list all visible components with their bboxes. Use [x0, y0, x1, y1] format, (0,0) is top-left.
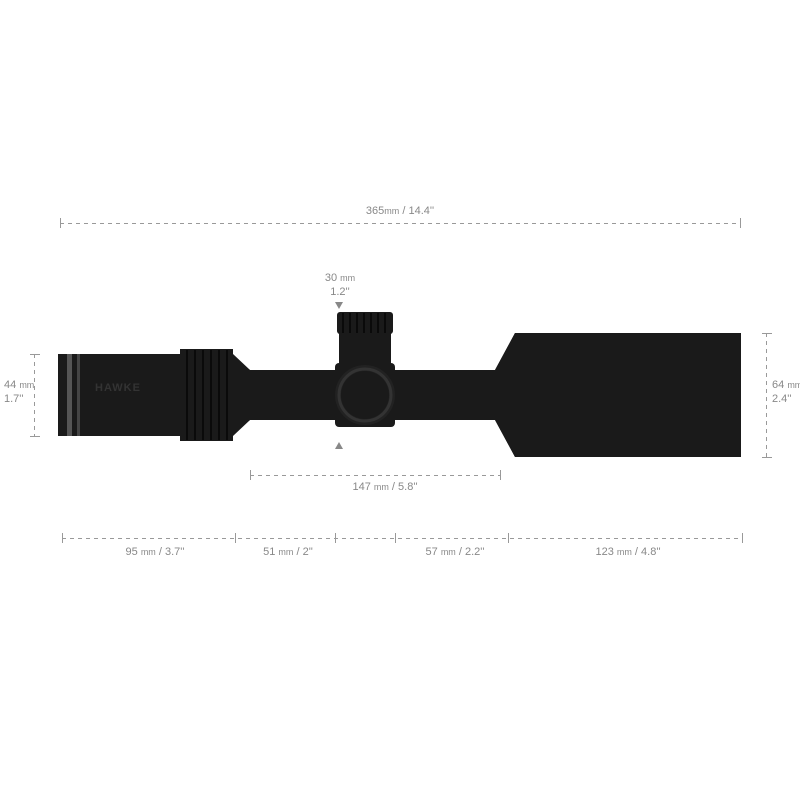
- tick: [762, 457, 772, 458]
- label-seg1: 95 mm / 3.7'': [100, 545, 210, 559]
- arrow-up-icon: [335, 442, 343, 449]
- tick: [740, 218, 741, 228]
- dim-total-length: [60, 223, 740, 224]
- label-seg4: 123 mm / 4.8'': [573, 545, 683, 559]
- tick: [30, 436, 40, 437]
- label-eyepiece: 44 mm1.7'': [4, 378, 44, 407]
- tick: [30, 354, 40, 355]
- brand-label: HAWKE: [95, 382, 141, 394]
- tick: [250, 470, 251, 480]
- tick: [62, 533, 63, 543]
- tick: [500, 470, 501, 480]
- label-seg2: 51 mm / 2'': [238, 545, 338, 559]
- label-seg3: 57 mm / 2.2'': [400, 545, 510, 559]
- tick: [762, 333, 772, 334]
- scope-silhouette: [55, 290, 745, 480]
- tick: [235, 533, 236, 543]
- tick: [335, 533, 336, 543]
- dim-objective: [766, 333, 767, 457]
- tick: [742, 533, 743, 543]
- label-tube-span: 147 mm / 5.8'': [330, 480, 440, 494]
- tick: [395, 533, 396, 543]
- tick: [508, 533, 509, 543]
- label-objective: 64 mm2.4'': [772, 378, 800, 407]
- dimension-diagram: 365mm / 14.4'': [0, 0, 800, 800]
- arrow-down-icon: [335, 302, 343, 309]
- tick: [60, 218, 61, 228]
- dim-tube-span: [250, 475, 500, 476]
- dim-segments: [62, 538, 742, 539]
- label-total-length: 365mm / 14.4'': [350, 204, 450, 218]
- label-turret-width: 30 mm1.2'': [310, 271, 370, 300]
